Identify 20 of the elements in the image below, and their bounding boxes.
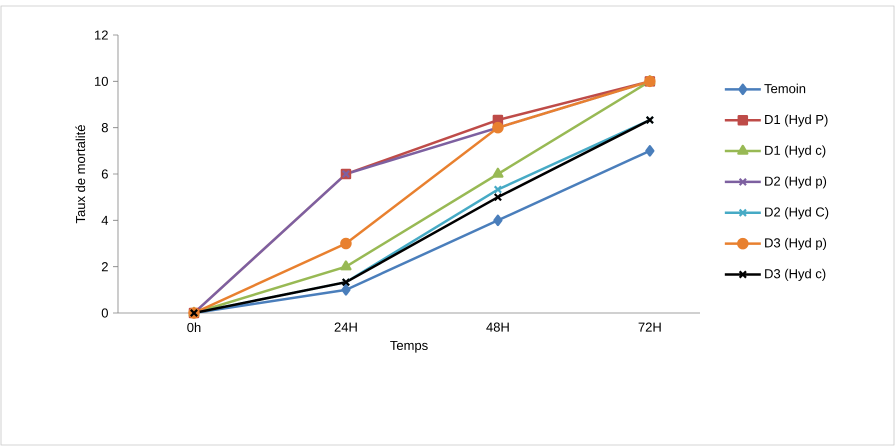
- y-tick-label: 12: [94, 30, 108, 40]
- x-tick-label: 24H: [334, 322, 357, 332]
- y-tick-label: 4: [102, 216, 108, 225]
- x-axis-title: Temps: [390, 340, 428, 353]
- legend-label: D2 (Hyd C): [765, 207, 828, 220]
- y-tick-label: 2: [102, 262, 108, 272]
- legend-label: D1 (Hyd P): [765, 114, 828, 127]
- y-tick-label: 10: [94, 76, 108, 86]
- y-tick-label: 6: [102, 169, 108, 179]
- x-tick-label: 72H: [638, 322, 661, 332]
- legend-label: D1 (Hyd c): [765, 145, 826, 158]
- legend-label: Temoin: [764, 84, 806, 94]
- x-tick-label: 0h: [187, 322, 200, 332]
- y-axis-title: Taux de mortalité: [75, 125, 86, 224]
- legend-label: D3 (Hyd p): [765, 238, 826, 250]
- legend-label: D2 (Hyd p): [765, 176, 826, 188]
- legend-label: D3 (Hyd c): [765, 268, 826, 281]
- y-tick-label: 8: [102, 123, 108, 132]
- y-tick-label: 0: [102, 308, 108, 318]
- x-tick-label: 48H: [486, 322, 509, 332]
